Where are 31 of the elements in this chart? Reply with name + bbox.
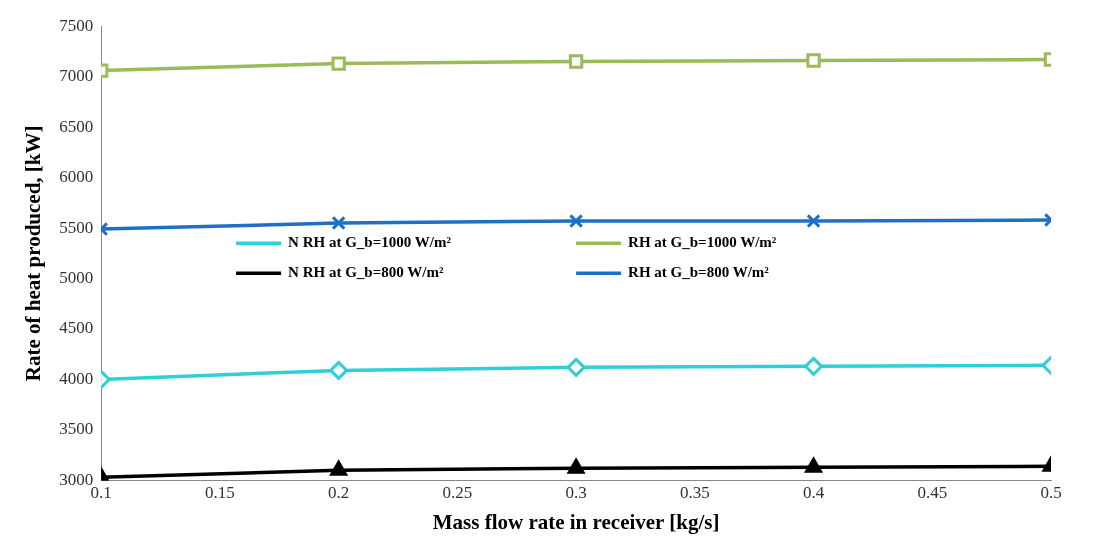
point [331,56,346,71]
point [568,54,584,69]
point [329,360,349,380]
point [330,460,348,476]
x-tick-label: 0.25 [442,483,473,503]
x-tick-label: 0.3 [565,483,587,503]
legend-label: RH at G_b=1000 W/m² [628,234,777,251]
x-tick-label: 0.45 [917,483,948,503]
y-tick-label: 5000 [59,268,94,287]
y-tick-label: 3500 [59,419,94,439]
point [567,458,585,474]
x-axis-title: Mass flow rate in receiver [kg/s] [432,509,720,534]
x-tick-label: 0.5 [1040,483,1062,503]
y-tick-label: 4000 [59,368,94,388]
y-axis-title: Rate of heat produced, [kW] [21,125,46,382]
point [331,215,346,231]
x-tick-label: 0.2 [328,483,350,503]
point [566,357,586,377]
x-tick-label: 0.4 [802,483,825,503]
x-tick-label: 0.35 [679,483,710,503]
y-tick-label: 6000 [59,167,94,187]
point [568,213,584,229]
legend-label: N RH at G_b=1000 W/m² [288,234,452,251]
y-tick-label: 7000 [59,66,94,86]
y-tick-label: 5500 [59,217,94,237]
y-tick-label: 4500 [59,318,94,338]
y-tick-label: 7500 [59,15,94,35]
legend-label: RH at G_b=800 W/m² [628,264,770,281]
y-tick-label: 6500 [59,116,94,136]
legend-label: N RH at G_b=800 W/m² [288,264,444,281]
x-tick-label: 0.15 [205,483,235,503]
